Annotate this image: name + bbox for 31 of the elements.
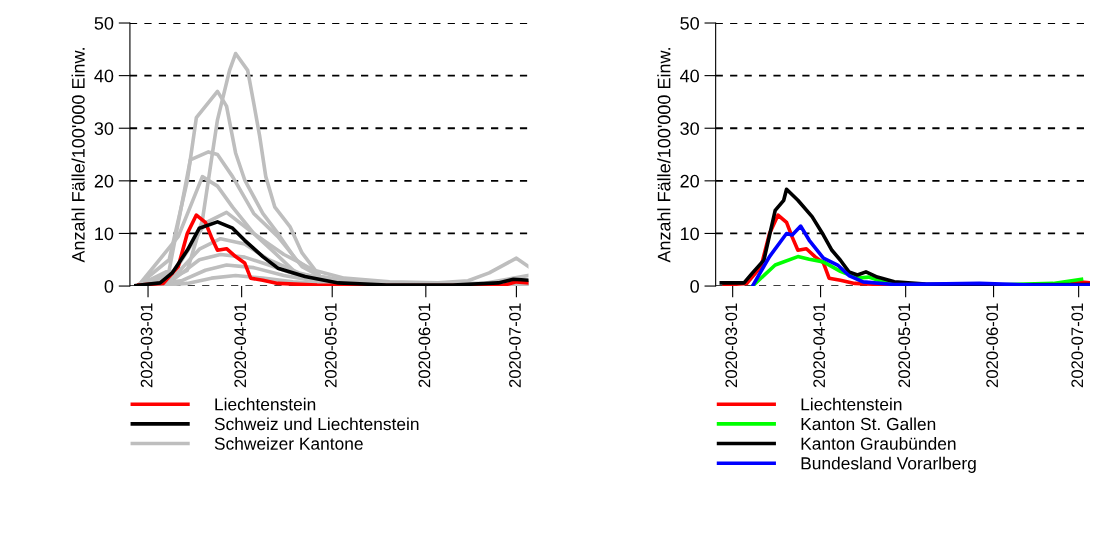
y-axis-title: Anzahl Fälle/100'000 Einw. bbox=[657, 48, 671, 263]
y-tick-label: 40 bbox=[94, 69, 114, 83]
legend-label: Bundesland Vorarlberg bbox=[801, 456, 976, 473]
y-tick-label: 10 bbox=[680, 227, 699, 241]
legend-label: Kanton St. Gallen bbox=[801, 417, 936, 431]
legend-label: Liechtenstein bbox=[801, 397, 902, 411]
y-tick-label: 30 bbox=[680, 122, 699, 135]
y-tick-label: 30 bbox=[94, 122, 114, 135]
legend-label: Schweiz und Liechtenstein bbox=[214, 417, 419, 431]
x-tick-label: 2020-03-01 bbox=[140, 303, 153, 388]
y-tick-label: 10 bbox=[95, 227, 114, 241]
y-tick-label: 0 bbox=[690, 279, 699, 293]
y-tick-label: 0 bbox=[104, 279, 114, 293]
legend-label: Liechtenstein bbox=[215, 397, 316, 411]
y-tick-label: 20 bbox=[680, 174, 699, 188]
y-tick-label: 50 bbox=[680, 16, 699, 30]
y-tick-label: 40 bbox=[680, 69, 699, 83]
x-tick-label: 2020-05-01 bbox=[324, 303, 337, 388]
legend-label: Schweizer Kantone bbox=[214, 437, 363, 450]
y-tick-label: 20 bbox=[94, 174, 114, 188]
x-tick-label: 2020-06-01 bbox=[986, 303, 999, 388]
legend-label: Kanton Graubünden bbox=[801, 437, 956, 450]
x-tick-label: 2020-05-01 bbox=[898, 303, 911, 388]
x-tick-label: 2020-06-01 bbox=[418, 303, 431, 388]
x-tick-label: 2020-04-01 bbox=[234, 303, 247, 388]
x-tick-label: 2020-04-01 bbox=[813, 303, 826, 388]
y-tick-label: 50 bbox=[94, 16, 114, 30]
y-axis-title: Anzahl Fälle/100'000 Einw. bbox=[71, 48, 85, 263]
x-tick-label: 2020-03-01 bbox=[725, 303, 738, 388]
x-tick-label: 2020-07-01 bbox=[509, 303, 521, 388]
x-tick-label: 2020-07-01 bbox=[1071, 303, 1084, 388]
